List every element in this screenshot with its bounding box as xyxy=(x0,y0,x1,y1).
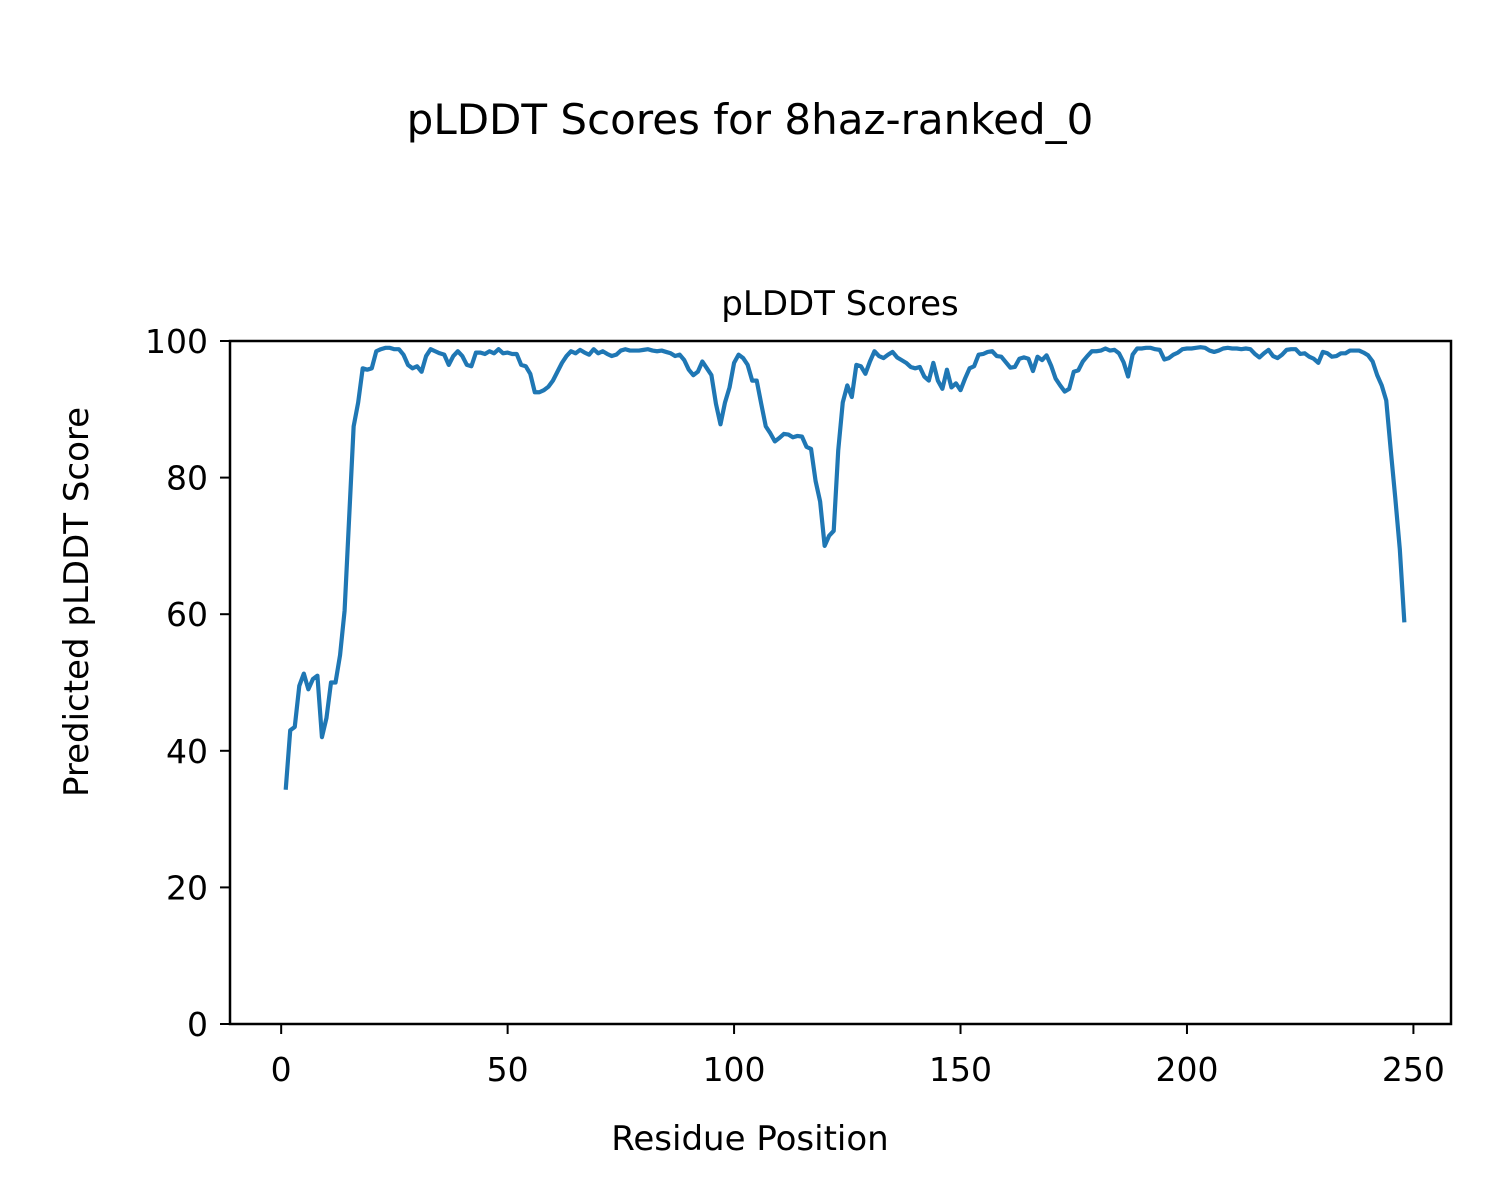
y-tick-label: 80 xyxy=(166,459,208,498)
axes-title: pLDDT Scores xyxy=(721,284,958,324)
y-tick-label: 40 xyxy=(166,732,208,771)
x-tick-label: 250 xyxy=(1382,1050,1445,1089)
x-axis-ticks: 0 50 100 150 200 250 xyxy=(271,1024,1445,1089)
x-tick-label: 0 xyxy=(271,1050,292,1089)
y-tick-label: 0 xyxy=(187,1005,208,1044)
y-tick-label: 60 xyxy=(166,595,208,634)
plot-area xyxy=(283,345,1407,790)
y-axis-label: Predicted pLDDT Score xyxy=(57,407,97,797)
y-tick-label: 100 xyxy=(145,322,208,361)
series-line xyxy=(283,345,1407,790)
x-tick-label: 150 xyxy=(929,1050,992,1089)
axes-frame xyxy=(228,339,1453,1026)
x-tick-label: 200 xyxy=(1155,1050,1218,1089)
y-axis-ticks: 0 20 40 60 80 100 xyxy=(145,322,230,1044)
x-axis-label: Residue Position xyxy=(611,1119,888,1159)
x-tick-label: 50 xyxy=(487,1050,529,1089)
x-tick-label: 100 xyxy=(703,1050,766,1089)
y-tick-label: 20 xyxy=(166,868,208,907)
figure-suptitle: pLDDT Scores for 8haz-ranked_0 xyxy=(407,95,1094,144)
